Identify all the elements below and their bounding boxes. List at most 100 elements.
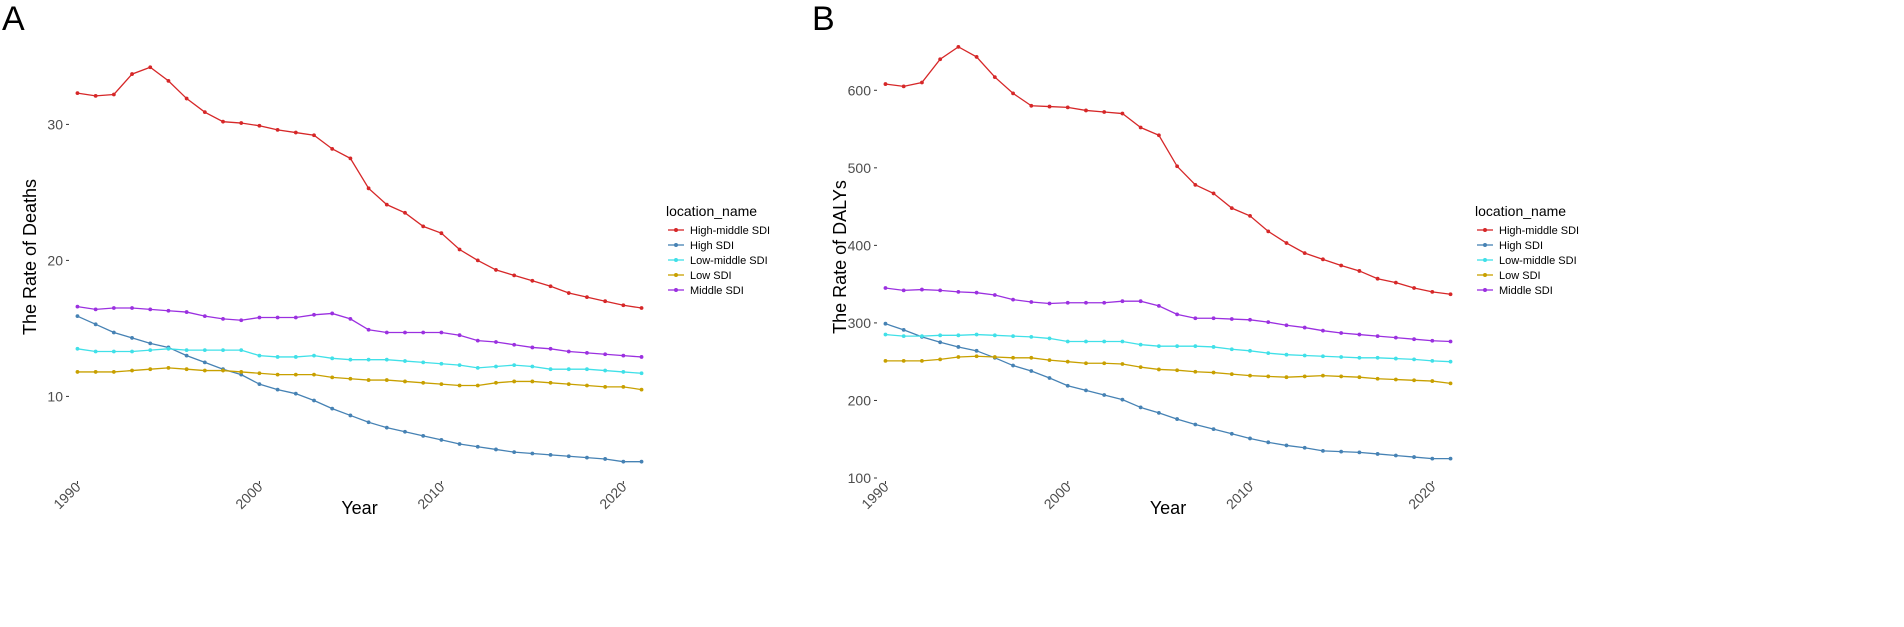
data-point: [1302, 353, 1307, 358]
data-point: [148, 341, 153, 346]
data-point: [920, 287, 924, 292]
panel-letter: B: [812, 0, 835, 38]
data-point: [257, 123, 262, 128]
data-point: [111, 306, 116, 310]
data-point: [938, 333, 943, 338]
data-point: [901, 327, 906, 332]
data-point: [1047, 358, 1052, 363]
data-point: [1448, 339, 1453, 344]
data-point: [621, 370, 626, 374]
data-point: [512, 379, 517, 384]
data-point: [566, 382, 571, 387]
data-point: [312, 398, 316, 403]
data-point: [585, 455, 589, 460]
data-point: [1248, 436, 1252, 441]
data-point: [221, 368, 225, 373]
data-point: [585, 383, 589, 388]
data-point: [883, 332, 888, 337]
data-point: [603, 368, 608, 373]
y-tick-label: 30: [47, 116, 63, 132]
data-point: [1193, 182, 1198, 187]
data-point: [1047, 376, 1052, 380]
data-point: [621, 303, 626, 308]
panel-a: A 10 20 30 1990 2000 2010 2020 Year The Rate of D…: [2, 0, 770, 518]
data-point: [621, 384, 626, 389]
data-point: [93, 370, 98, 374]
data-point: [93, 93, 98, 98]
series-line: [77, 66, 642, 309]
data-point: [1120, 111, 1125, 116]
y-tick-label: 500: [848, 160, 872, 176]
data-point: [257, 315, 262, 320]
data-point: [1393, 280, 1398, 285]
y-tick-label: 100: [848, 470, 872, 486]
data-point: [1011, 355, 1015, 360]
legend-key-point: [1483, 288, 1487, 292]
data-point: [1120, 339, 1125, 344]
data-point: [1393, 335, 1398, 340]
legend-key-point: [674, 243, 678, 247]
data-point: [566, 367, 571, 372]
data-point: [1229, 347, 1234, 352]
legend-label: Low-middle SDI: [1499, 255, 1577, 267]
data-point: [1357, 332, 1362, 337]
data-point: [639, 387, 644, 392]
data-point: [1138, 342, 1143, 347]
data-point: [1321, 354, 1325, 359]
data-point: [1229, 206, 1234, 211]
legend-label: Middle SDI: [690, 285, 744, 297]
data-point: [75, 346, 80, 351]
data-point: [1248, 317, 1252, 322]
data-point: [1029, 334, 1034, 339]
data-point: [1302, 325, 1307, 330]
data-point: [257, 371, 262, 376]
data-point: [494, 340, 498, 344]
series-line: [77, 305, 642, 358]
data-point: [439, 361, 444, 366]
data-point: [475, 444, 480, 449]
data-point: [1102, 339, 1107, 344]
data-point: [1102, 393, 1107, 397]
data-point: [184, 96, 189, 101]
data-point: [1357, 355, 1362, 360]
data-point: [366, 327, 371, 332]
data-point: [239, 121, 244, 125]
data-point: [1211, 316, 1216, 321]
data-point: [239, 370, 244, 374]
data-point: [1029, 369, 1034, 373]
data-point: [1339, 263, 1344, 268]
data-point: [1229, 317, 1234, 321]
data-point: [1193, 422, 1198, 427]
data-point: [883, 286, 888, 290]
data-point: [512, 342, 517, 347]
data-point: [1266, 320, 1271, 325]
data-point: [148, 65, 153, 70]
panel-letter: A: [2, 0, 25, 38]
data-point: [275, 127, 280, 132]
data-point: [938, 288, 943, 293]
data-point: [475, 258, 480, 263]
series-high-middle-sdi: [883, 44, 1453, 297]
data-point: [1321, 448, 1325, 453]
data-point: [883, 321, 888, 326]
legend-key-point: [1483, 273, 1487, 277]
data-point: [1120, 362, 1125, 366]
data-point: [1175, 312, 1180, 317]
data-point: [1193, 344, 1198, 349]
data-point: [1393, 356, 1398, 361]
legend-label: Low SDI: [1499, 270, 1541, 282]
data-point: [221, 316, 225, 321]
data-point: [93, 349, 98, 354]
data-point: [901, 84, 906, 89]
data-point: [384, 202, 389, 207]
data-point: [512, 363, 517, 368]
data-point: [348, 413, 353, 418]
legend: location_name High-middle SDI High SDI Low-…: [666, 203, 770, 297]
series-low-sdi: [883, 354, 1453, 386]
data-point: [1029, 103, 1034, 108]
data-point: [184, 348, 189, 353]
legend-item: Middle SDI: [1477, 285, 1553, 297]
series-low-sdi: [75, 365, 644, 392]
series-middle-sdi: [75, 304, 644, 359]
data-point: [956, 44, 961, 49]
